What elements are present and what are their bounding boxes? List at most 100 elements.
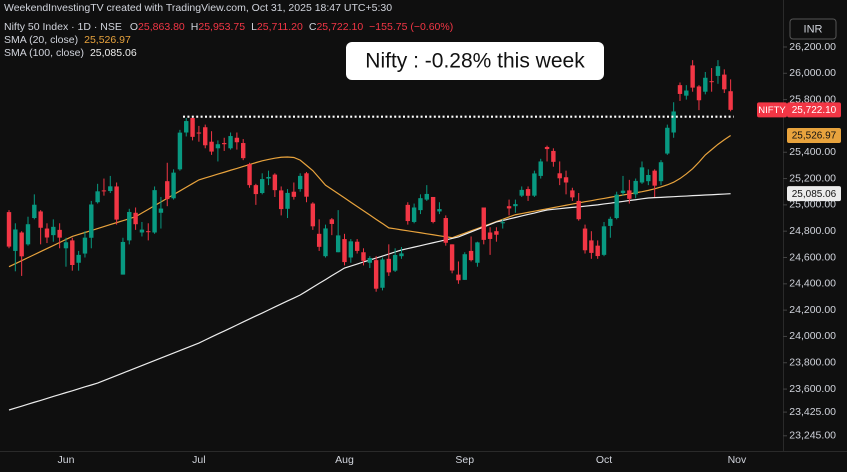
y-tick-label: 25,200.00 xyxy=(789,172,836,184)
y-tick-label: 23,245.00 xyxy=(789,430,836,442)
candle-body xyxy=(392,255,398,271)
candle-body xyxy=(367,258,373,263)
candle-body xyxy=(475,242,480,263)
candle-body xyxy=(658,162,664,182)
candle-body xyxy=(703,77,708,92)
candle-body xyxy=(513,204,518,207)
last-price-tag-box xyxy=(787,102,841,118)
candle-body xyxy=(158,208,164,213)
candle-body xyxy=(101,190,107,192)
candle-body xyxy=(620,190,626,194)
legend-series-name: SMA (100, close) xyxy=(4,47,84,59)
ohlc-value: 25,722.10 xyxy=(316,21,363,33)
symbol-title: Nifty 50 Index · 1D · NSE xyxy=(4,21,122,33)
candle-body xyxy=(494,231,499,235)
candle-body xyxy=(449,244,455,271)
candle-body xyxy=(671,111,676,133)
y-tick-label: 25,400.00 xyxy=(789,146,836,158)
y-tick-label: 24,600.00 xyxy=(789,251,836,263)
candle-body xyxy=(614,194,619,219)
candle-body xyxy=(108,186,113,192)
candle-body xyxy=(63,242,69,249)
candle-body xyxy=(323,228,328,257)
watermark: WeekendInvestingTV created with TradingV… xyxy=(4,2,392,14)
y-tick-label: 26,200.00 xyxy=(789,41,836,53)
candle-body xyxy=(285,192,290,209)
candle-body xyxy=(538,161,543,176)
candle-body xyxy=(519,189,524,196)
y-tick-label: 23,800.00 xyxy=(789,357,836,369)
candle-body xyxy=(253,185,259,195)
candle-body xyxy=(500,222,505,224)
candle-body xyxy=(278,190,284,210)
candle-body xyxy=(399,253,404,257)
sma-price-tag-box xyxy=(787,128,841,144)
candle-body xyxy=(184,121,189,133)
x-tick-label: Aug xyxy=(335,454,354,466)
candle-body xyxy=(481,207,486,240)
candle-body xyxy=(272,174,278,191)
candle-body xyxy=(32,204,37,219)
candle-body xyxy=(677,85,683,94)
x-tick-label: Nov xyxy=(728,454,747,466)
ohlc-key: O xyxy=(130,21,138,33)
candle-body xyxy=(690,65,695,88)
candle-body xyxy=(722,74,727,90)
candle-body xyxy=(228,136,233,149)
candle-body xyxy=(443,218,448,243)
candle-body xyxy=(506,206,512,209)
y-tick-label: 24,000.00 xyxy=(789,330,836,342)
candle-body xyxy=(209,141,214,152)
candle-body xyxy=(576,200,581,220)
candle-body xyxy=(595,245,600,257)
candle-body xyxy=(89,204,94,238)
candle-body xyxy=(120,241,126,275)
candle-body xyxy=(139,229,145,233)
annotation-box xyxy=(346,42,604,80)
candle-body xyxy=(468,250,474,261)
legend-series-name: SMA (20, close) xyxy=(4,34,78,46)
candle-body xyxy=(373,260,379,289)
candle-body xyxy=(76,254,81,263)
candle-body xyxy=(203,127,208,146)
legend-line: SMA (20, close) 25,526.97 xyxy=(4,34,131,46)
legend-line: SMA (100, close) 25,085.06 xyxy=(4,47,137,59)
candle-body xyxy=(70,240,75,265)
x-tick-label: Jun xyxy=(58,454,75,466)
candle-body xyxy=(44,228,50,238)
candle-body xyxy=(380,259,385,288)
x-tick-label: Jul xyxy=(192,454,205,466)
y-tick-label: 23,600.00 xyxy=(789,383,836,395)
candle-body xyxy=(418,198,423,211)
candle-body xyxy=(196,132,202,134)
candle-body xyxy=(639,167,645,183)
candle-body xyxy=(260,179,265,194)
candle-body xyxy=(190,118,195,137)
candle-body xyxy=(405,204,410,222)
candle-body xyxy=(215,144,221,149)
currency-button[interactable] xyxy=(789,18,837,40)
legend-line: Nifty 50 Index · 1D · NSE O25,863.80 H25,9… xyxy=(4,21,453,33)
last-price-tag: 25,722.10 xyxy=(792,105,837,116)
candle-body xyxy=(456,274,461,281)
candle-body xyxy=(6,212,12,247)
candle-body xyxy=(462,254,467,280)
candle-body xyxy=(127,211,132,241)
ohlc-value: 25,863.80 xyxy=(138,21,185,33)
ohlc-value: 25,953.75 xyxy=(198,21,245,33)
y-tick-label: 24,400.00 xyxy=(789,278,836,290)
y-tick-label: 26,000.00 xyxy=(789,67,836,79)
candle-body xyxy=(291,191,297,197)
y-tick-label: 24,200.00 xyxy=(789,304,836,316)
candle-body xyxy=(329,219,335,224)
candle-body xyxy=(95,191,100,203)
candle-body xyxy=(544,146,550,150)
candle-body xyxy=(38,211,43,228)
change-value: −155.75 (−0.60%) xyxy=(369,21,453,33)
candle-body xyxy=(114,186,119,220)
x-tick-label: Oct xyxy=(596,454,612,466)
ohlc-value: 25,711.20 xyxy=(257,21,303,33)
candle-body xyxy=(222,143,227,145)
